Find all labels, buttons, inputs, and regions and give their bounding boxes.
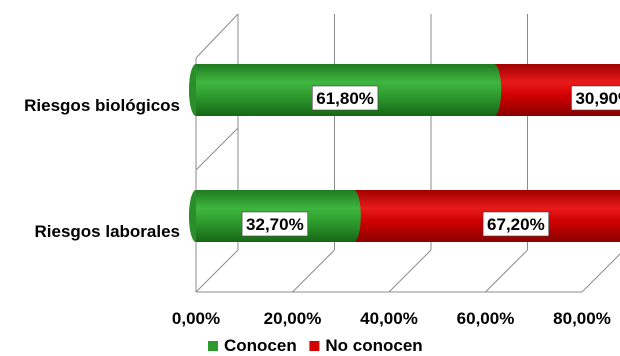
grid	[195, 13, 620, 293]
category-labels: Riesgos biológicos Riesgos laborales	[24, 96, 180, 241]
legend-label: No conocen	[325, 336, 422, 355]
legend-swatch	[208, 341, 218, 351]
data-label-box	[241, 211, 308, 237]
floor-gridline	[388, 249, 432, 293]
legend-swatch	[309, 341, 320, 351]
floor-gridline	[581, 253, 620, 293]
data-label-box	[571, 85, 620, 111]
data-label-box	[311, 85, 379, 111]
x-tick-label: 20,00%	[264, 309, 322, 328]
floor-gridline	[485, 249, 528, 293]
x-tick-label: 80,00%	[553, 309, 611, 328]
data-label: 61,80%	[316, 89, 374, 108]
x-axis-ticks: 0,00% 20,00% 40,00% 60,00% 80,00%	[172, 309, 611, 328]
data-label-box	[482, 211, 549, 237]
bar-start-cap	[189, 64, 196, 116]
x-tick-label: 0,00%	[172, 309, 220, 328]
floor-gridline	[292, 249, 335, 293]
data-label: 30,90%	[575, 89, 620, 108]
wall-edge	[195, 13, 239, 59]
bars: 61,80% 30,90% 32,70% 67,20%	[189, 64, 620, 242]
floor-gridline	[195, 249, 239, 293]
category-divider	[195, 127, 239, 171]
x-tick-label: 40,00%	[360, 309, 418, 328]
bar-start-cap	[189, 190, 196, 242]
category-label: Riesgos biológicos	[24, 96, 180, 115]
category-label: Riesgos laborales	[34, 222, 180, 241]
x-tick-label: 60,00%	[457, 309, 515, 328]
legend: Conocen No conocen	[208, 336, 423, 355]
data-label: 67,20%	[487, 215, 545, 234]
legend-label: Conocen	[224, 336, 297, 355]
data-label: 32,70%	[246, 215, 304, 234]
